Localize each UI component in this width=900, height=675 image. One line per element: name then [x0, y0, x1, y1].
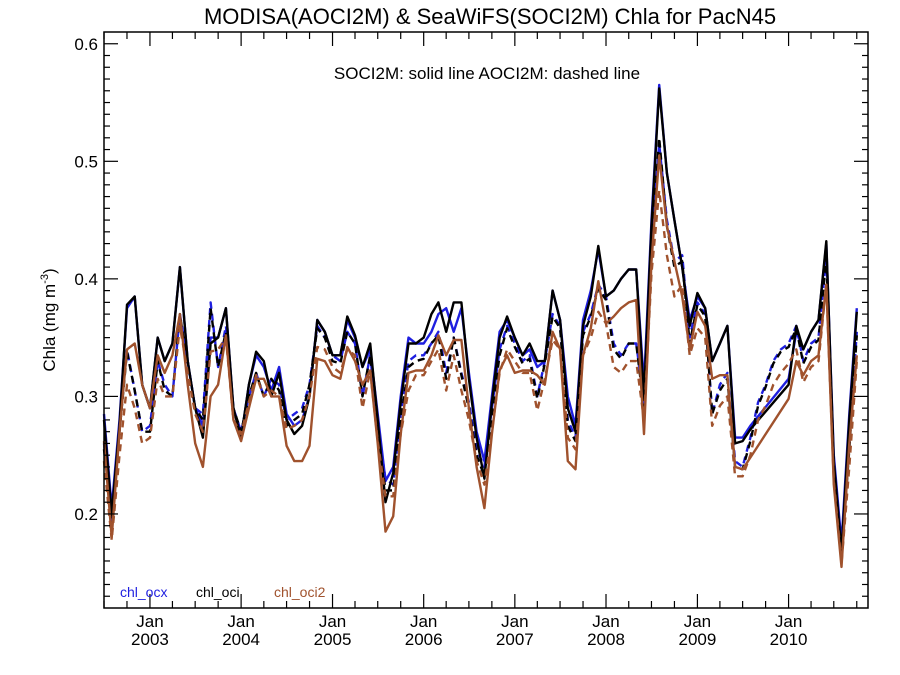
x-axis: Jan2003Jan2004Jan2005Jan2006Jan2007Jan20… [103, 32, 858, 649]
x-tick-label-month: Jan [410, 612, 437, 631]
y-tick-label: 0.6 [74, 35, 98, 54]
series-line-chl_oci-solid [102, 87, 858, 553]
y-tick-label: 0.4 [74, 270, 98, 289]
x-tick-label-year: 2006 [405, 630, 443, 649]
chart-title: MODISA(AOCI2M) & SeaWiFS(SOCI2M) Chla fo… [204, 4, 776, 29]
y-axis-label-main: Chla (mg m [40, 284, 59, 372]
x-tick-label-year: 2003 [131, 630, 169, 649]
legend-entry-chl_ocx: chl_ocx [120, 584, 167, 600]
y-tick-label: 0.3 [74, 387, 98, 406]
y-axis-label-close: ) [40, 268, 59, 274]
x-tick-label-month: Jan [136, 612, 163, 631]
x-tick-label-month: Jan [684, 612, 711, 631]
x-tick-label-month: Jan [592, 612, 619, 631]
x-tick-label-year: 2005 [314, 630, 352, 649]
y-axis-label: Chla (mg m-3) [39, 268, 59, 371]
y-tick-label: 0.2 [74, 505, 98, 524]
series-layer [102, 83, 858, 569]
legend: chl_ocx chl_oci chl_oci2 [120, 584, 326, 600]
line-style-note: SOCI2M: solid line AOCI2M: dashed line [334, 64, 640, 83]
x-tick-label-year: 2009 [679, 630, 717, 649]
x-tick-label-month: Jan [775, 612, 802, 631]
x-tick-label-month: Jan [501, 612, 528, 631]
plot-frame [103, 31, 869, 609]
legend-entry-chl_oci2: chl_oci2 [274, 584, 326, 600]
series-line-chl_oci2-dashed [102, 189, 858, 565]
y-tick-label: 0.5 [74, 152, 98, 171]
y-axis-label-sup: -3 [39, 274, 51, 284]
x-tick-label-month: Jan [227, 612, 254, 631]
legend-entry-chl_oci: chl_oci [196, 584, 240, 600]
x-tick-label-year: 2004 [222, 630, 260, 649]
series-line-chl_oci2-solid [102, 154, 858, 569]
x-tick-label-year: 2007 [496, 630, 534, 649]
x-tick-label-year: 2008 [587, 630, 625, 649]
y-axis: 0.2 0.3 0.4 0.5 0.6 [74, 35, 868, 597]
x-tick-label-month: Jan [319, 612, 346, 631]
x-tick-label-year: 2010 [770, 630, 808, 649]
